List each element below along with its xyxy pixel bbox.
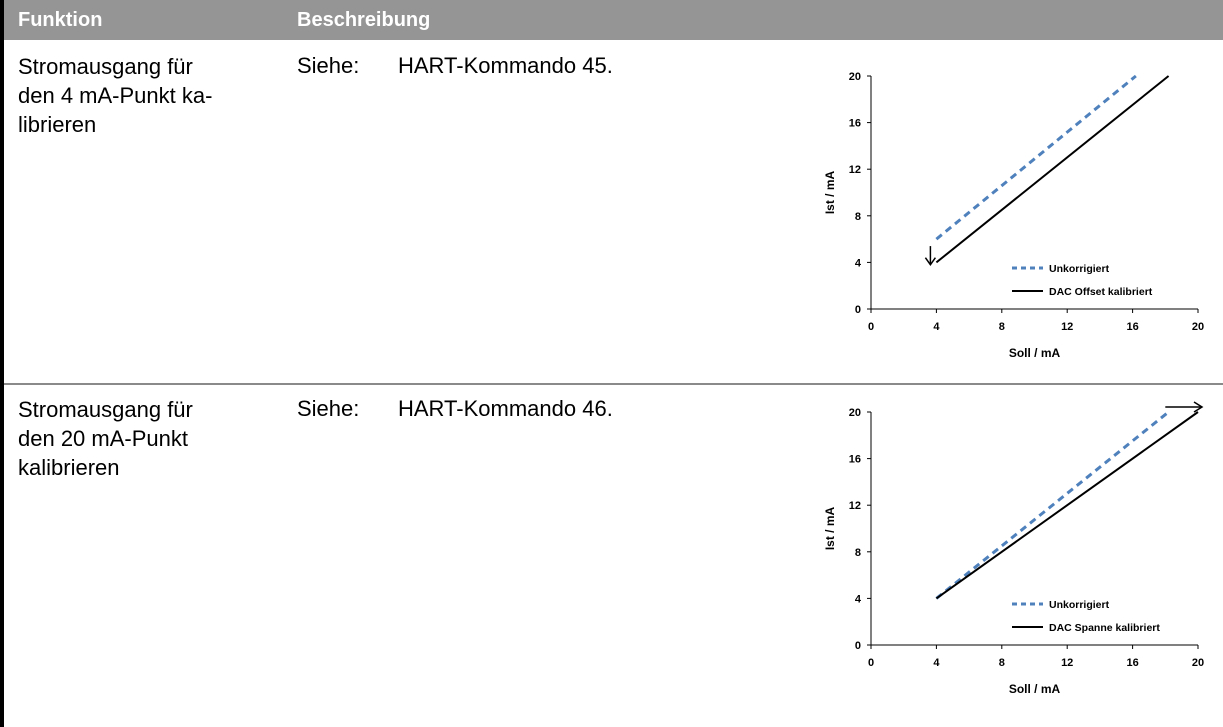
legend-label: DAC Offset kalibriert xyxy=(1049,286,1153,298)
x-tick-label: 0 xyxy=(868,321,874,333)
y-tick-label: 0 xyxy=(855,304,861,316)
row-2-function: Stromausgang für den 20 mA-Punkt kalibri… xyxy=(18,397,193,480)
legend-label: DAC Spanne kalibriert xyxy=(1049,622,1160,634)
x-tick-label: 0 xyxy=(868,657,874,669)
x-tick-label: 16 xyxy=(1126,321,1138,333)
x-tick-label: 16 xyxy=(1126,657,1138,669)
y-tick-label: 0 xyxy=(855,640,861,652)
series-calibrated-line xyxy=(935,411,1199,600)
row-separator xyxy=(4,383,1223,385)
y-tick-label: 8 xyxy=(855,211,861,223)
row-1-function: Stromausgang für den 4 mA-Punkt ka- libr… xyxy=(18,54,213,137)
x-tick-label: 12 xyxy=(1061,321,1073,333)
x-axis-label: Soll / mA xyxy=(1009,346,1061,360)
row-2-command: HART-Kommando 46. xyxy=(398,396,613,421)
legend-label: Unkorrigiert xyxy=(1049,599,1110,611)
x-axis-label: Soll / mA xyxy=(1009,682,1061,696)
x-tick-label: 4 xyxy=(933,657,940,669)
row-1-command: HART-Kommando 45. xyxy=(398,53,613,78)
x-tick-label: 12 xyxy=(1061,657,1073,669)
y-tick-label: 16 xyxy=(849,454,861,466)
x-tick-label: 20 xyxy=(1192,321,1204,333)
x-tick-label: 8 xyxy=(999,657,1005,669)
y-tick-label: 16 xyxy=(849,118,861,130)
table-header: Funktion Beschreibung xyxy=(4,0,1223,40)
y-tick-label: 12 xyxy=(849,164,861,176)
table-left-border xyxy=(0,0,4,727)
y-tick-label: 8 xyxy=(855,547,861,559)
y-tick-label: 12 xyxy=(849,500,861,512)
y-tick-label: 4 xyxy=(855,257,862,269)
legend-label: Unkorrigiert xyxy=(1049,263,1110,275)
row-1-see-label: Siehe: xyxy=(297,53,360,78)
y-tick-label: 20 xyxy=(849,71,861,83)
x-tick-label: 20 xyxy=(1192,657,1204,669)
series-uncorrected-line xyxy=(935,410,1170,600)
x-tick-label: 4 xyxy=(933,321,940,333)
arrow-head xyxy=(1193,401,1204,413)
y-axis-label: Ist / mA xyxy=(823,170,837,214)
x-tick-label: 8 xyxy=(999,321,1005,333)
row-2-see-label: Siehe: xyxy=(297,396,360,421)
series-uncorrected-line xyxy=(935,74,1137,241)
y-axis-label: Ist / mA xyxy=(823,506,837,550)
series-calibrated-line xyxy=(935,75,1170,264)
arrow-head xyxy=(924,257,937,267)
header-function: Funktion xyxy=(18,9,103,31)
y-tick-label: 20 xyxy=(849,407,861,419)
chart-4ma-calibration: 0 4 8 12 16 20 0 4 8 12 16 20 Soll / mA Ist / mA Unkor… xyxy=(823,71,1204,360)
header-description: Beschreibung xyxy=(297,9,431,31)
y-tick-label: 4 xyxy=(855,593,862,605)
chart-20ma-calibration: 0 4 8 12 16 20 0 4 8 12 16 20 Soll / mA Ist / mA Unkor… xyxy=(823,401,1204,696)
